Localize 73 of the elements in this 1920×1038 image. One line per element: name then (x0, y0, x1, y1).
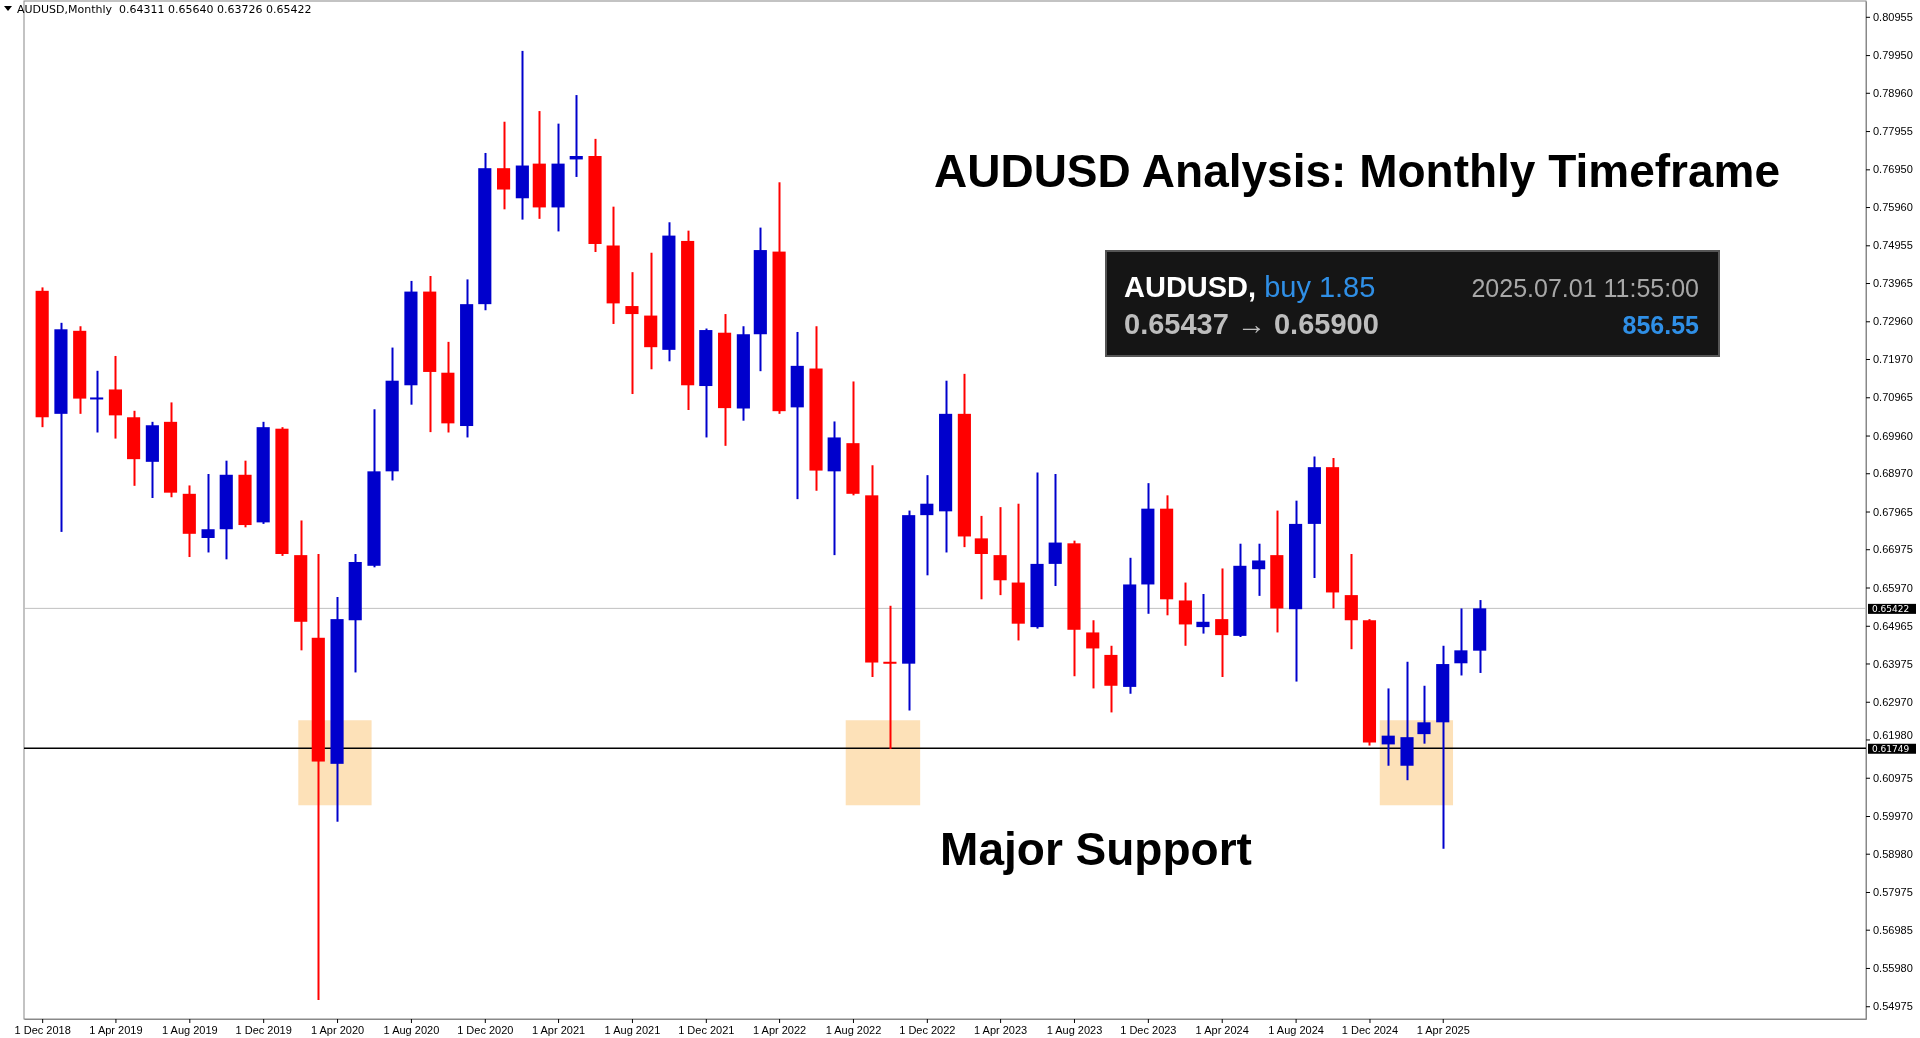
candlestick (1381, 687, 1395, 767)
y-tick-label: 0.65970 (1873, 581, 1913, 594)
x-tick-label: 1 Dec 2023 (1120, 1023, 1177, 1036)
candlestick (201, 473, 215, 554)
x-tick-label: 1 Apr 2019 (89, 1023, 143, 1036)
y-tick-label: 0.80955 (1873, 10, 1913, 23)
x-tick-label: 1 Apr 2024 (1195, 1023, 1249, 1036)
y-tick-label: 0.70965 (1873, 391, 1913, 404)
candlestick (1454, 607, 1468, 677)
y-tick-label: 0.55980 (1873, 961, 1913, 974)
x-tick-label: 1 Aug 2020 (383, 1023, 440, 1036)
x-tick-label: 1 Dec 2020 (457, 1023, 514, 1036)
chart-subtitle: AUDUSD,Monthly 0.64311 0.65640 0.63726 0.65422 (17, 3, 312, 16)
annotation: Major Support (940, 823, 1252, 875)
candlestick (90, 369, 104, 434)
x-tick-label: 1 Dec 2021 (678, 1023, 735, 1036)
y-tick-label: 0.76950 (1873, 163, 1913, 176)
y-tick-label: 0.57975 (1873, 886, 1913, 899)
y-tick-label: 0.77955 (1873, 125, 1913, 138)
candlestick (1417, 684, 1431, 745)
x-tick-label: 1 Aug 2022 (825, 1023, 882, 1036)
y-tick-label: 0.66975 (1873, 543, 1913, 556)
text: AUDUSD Analysis: Monthly Timeframe (933, 145, 1781, 197)
x-tick-label: 1 Aug 2021 (604, 1023, 661, 1036)
x-tick-label: 1 Aug 2024 (1268, 1023, 1324, 1036)
y-tick-label: 0.75960 (1873, 201, 1913, 214)
y-tick-label: 0.59970 (1873, 810, 1913, 823)
y-tick-label: 0.61980 (1873, 728, 1913, 741)
y-tick-label: 0.60975 (1873, 771, 1913, 784)
x-tick-label: 1 Apr 2021 (531, 1023, 586, 1036)
y-tick-label: 0.63975 (1873, 657, 1913, 670)
annotation: 856.55 (1622, 311, 1700, 339)
x-tick-label: 1 Dec 2019 (235, 1023, 292, 1036)
y-tick-label: 0.72960 (1873, 315, 1913, 328)
x-tick-label: 1 Apr 2025 (1416, 1023, 1470, 1036)
x-tick-label: 1 Apr 2023 (973, 1023, 1028, 1036)
annotation: 2025.07.01 11:55:00 (1471, 274, 1699, 302)
y-tick-label: 0.62970 (1873, 695, 1913, 708)
y-tick-label: 0.78960 (1873, 86, 1913, 99)
y-tick-label: 0.54975 (1873, 1000, 1913, 1013)
x-tick-label: 1 Dec 2018 (14, 1023, 71, 1036)
x-tick-label: 1 Dec 2022 (899, 1023, 956, 1036)
annotation: buy 1.85 (1264, 271, 1376, 303)
ref-line-label: 0.65422 (1872, 603, 1910, 614)
y-tick-label: 0.71970 (1873, 353, 1913, 366)
y-tick-label: 0.67965 (1873, 505, 1913, 518)
candlestick (920, 474, 934, 577)
x-tick-label: 1 Aug 2019 (161, 1023, 218, 1036)
ref-line-label: 0.61749 (1872, 743, 1910, 754)
y-tick-label: 0.74955 (1873, 239, 1913, 252)
candlestick (1178, 581, 1192, 647)
candlestick (1252, 542, 1266, 597)
y-tick-label: 0.58980 (1873, 847, 1913, 860)
x-tick-label: 1 Apr 2022 (752, 1023, 807, 1036)
candlestick (1215, 567, 1229, 678)
candlestick (497, 120, 511, 211)
y-tick-label: 0.56985 (1873, 923, 1913, 936)
candlestick (883, 604, 897, 750)
y-tick-label: 0.79950 (1873, 49, 1913, 62)
y-tick-label: 0.69960 (1873, 429, 1913, 442)
y-tick-label: 0.73965 (1873, 277, 1913, 290)
x-tick-label: 1 Dec 2024 (1341, 1023, 1399, 1036)
annotation: 0.65437 → 0.65900 (1124, 308, 1379, 340)
candlestick (1048, 473, 1062, 587)
candlestick (1196, 592, 1210, 635)
y-tick-label: 0.64965 (1873, 619, 1913, 632)
candlestick (1086, 619, 1100, 690)
candlestick (974, 514, 988, 601)
annotation: AUDUSD, (1124, 271, 1257, 303)
candlestick (625, 271, 639, 396)
x-tick-label: 1 Aug 2023 (1046, 1023, 1103, 1036)
x-tick-label: 1 Apr 2020 (310, 1023, 365, 1036)
y-tick-label: 0.68970 (1873, 467, 1913, 480)
